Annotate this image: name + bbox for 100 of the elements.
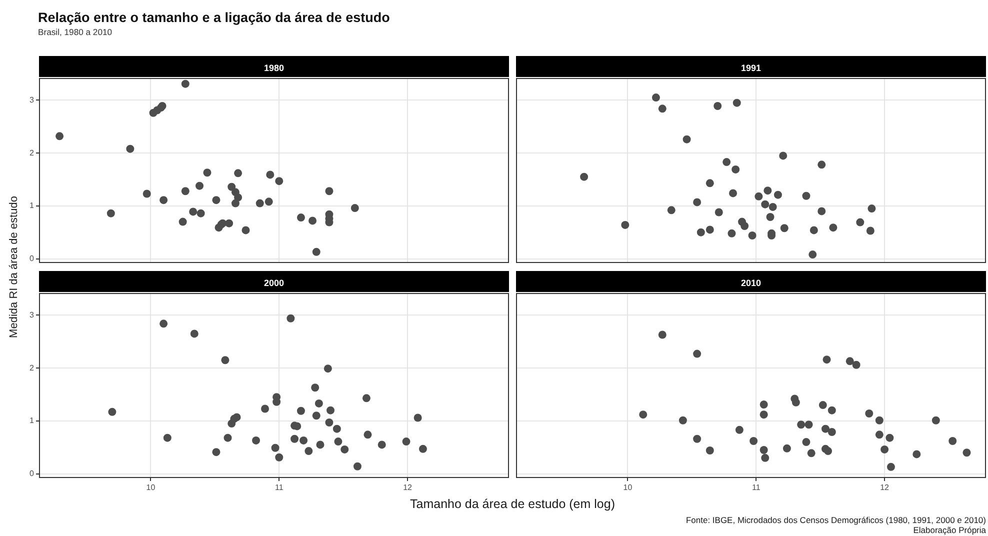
point	[912, 450, 921, 458]
point	[868, 204, 876, 213]
point	[271, 444, 280, 452]
point	[225, 219, 234, 228]
point	[764, 186, 772, 195]
point	[658, 104, 666, 113]
point	[722, 158, 731, 166]
text: Relação entre o tamanho e a ligação da área de estudo	[38, 10, 390, 25]
point	[228, 182, 236, 191]
point	[932, 416, 940, 424]
point	[828, 428, 836, 436]
point	[678, 416, 687, 424]
point	[304, 447, 313, 456]
point	[261, 404, 270, 413]
point	[142, 190, 151, 198]
y-tick-label: 3	[30, 95, 35, 104]
point	[362, 394, 370, 402]
point	[693, 350, 702, 358]
point	[807, 449, 816, 458]
point	[729, 189, 738, 198]
point	[621, 220, 630, 229]
y-tick-label: 0	[30, 254, 35, 263]
point	[326, 406, 335, 414]
chart-title: 2010	[740, 278, 762, 288]
point	[311, 384, 320, 392]
chart-title: 2000	[264, 278, 284, 288]
point	[325, 187, 334, 196]
point	[296, 214, 305, 222]
point	[580, 172, 588, 181]
point	[181, 80, 190, 88]
point	[290, 434, 299, 443]
point	[234, 169, 242, 178]
point	[353, 462, 362, 470]
point	[682, 135, 691, 144]
point	[768, 202, 777, 211]
point	[754, 192, 763, 200]
y-tick-label: 1	[30, 201, 35, 210]
x-tick-label: 10	[623, 483, 633, 492]
point	[732, 165, 740, 174]
point	[818, 207, 826, 216]
point	[696, 228, 705, 236]
chart-title: 1991	[740, 63, 762, 73]
point	[774, 190, 782, 199]
point	[350, 204, 359, 212]
point	[818, 160, 826, 169]
point	[880, 445, 889, 454]
point	[750, 437, 758, 445]
point	[196, 209, 205, 218]
point	[275, 453, 284, 462]
point	[780, 224, 788, 232]
point	[732, 98, 741, 107]
point	[667, 206, 676, 214]
point	[808, 250, 817, 259]
point	[196, 182, 204, 190]
point	[760, 446, 768, 454]
point	[108, 408, 116, 416]
source-note: Fonte: IBGE, Microdados dos Censos Demográficos (1980, 1991, 2000 e 2010)	[686, 515, 986, 525]
point	[856, 218, 864, 226]
point	[340, 445, 349, 454]
point	[829, 224, 838, 232]
point	[256, 199, 264, 208]
point	[846, 357, 854, 366]
x-tick-label: 11	[274, 483, 284, 492]
point	[181, 187, 190, 196]
point	[824, 447, 832, 456]
point	[658, 330, 666, 339]
point	[804, 420, 813, 429]
point	[332, 424, 341, 433]
point	[212, 448, 220, 456]
point	[286, 314, 295, 322]
point	[163, 434, 172, 442]
y-tick-label: 2	[30, 363, 35, 372]
point	[639, 410, 648, 419]
point	[886, 462, 895, 471]
point	[189, 208, 198, 216]
point	[852, 360, 860, 369]
point	[802, 192, 810, 200]
y-tick-label: 2	[30, 148, 35, 158]
text: Brasil, 1980 a 2010	[38, 27, 114, 37]
point	[252, 436, 260, 444]
point	[818, 401, 827, 410]
x-tick-label: 11	[752, 483, 761, 492]
point	[714, 208, 723, 216]
point	[740, 222, 749, 230]
point	[334, 438, 342, 446]
y-tick-label: 1	[30, 416, 35, 426]
point	[875, 416, 884, 424]
point	[761, 200, 770, 208]
point	[714, 102, 722, 110]
point	[706, 446, 714, 455]
chart-title: 1980	[264, 63, 284, 73]
point	[378, 440, 386, 449]
point	[760, 400, 768, 409]
point	[414, 414, 422, 422]
point	[706, 179, 714, 188]
point	[761, 454, 770, 462]
point	[275, 177, 284, 186]
point	[652, 94, 660, 102]
point	[160, 320, 168, 328]
text: Elaboração Própria	[913, 525, 986, 535]
